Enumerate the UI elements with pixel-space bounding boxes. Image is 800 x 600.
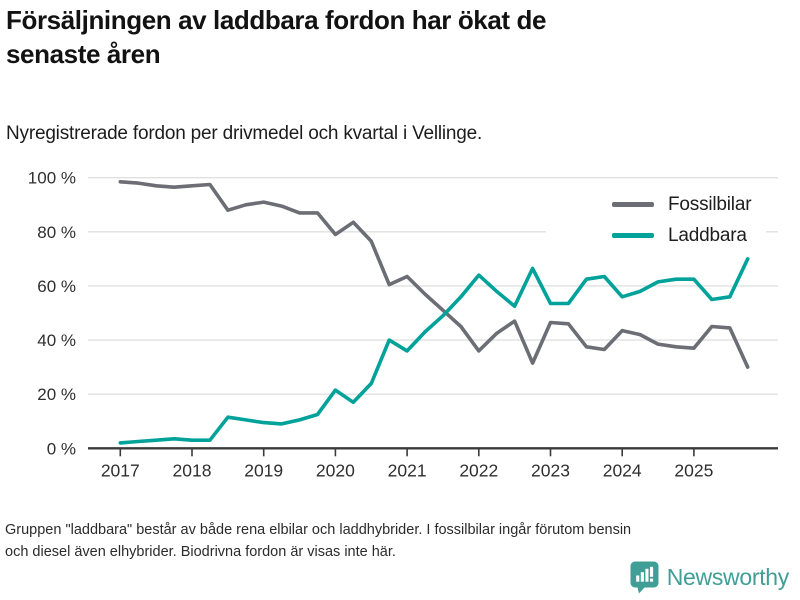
chart-area: 0 % 20 % 40 % 60 % 80 % 100 % 2017 2018 2019 2020… — [0, 160, 800, 490]
y-axis-label: 40 % — [37, 331, 76, 350]
chart-footnote: Gruppen "laddbara" består av både rena e… — [5, 522, 632, 560]
laddbara-line-swatch — [612, 233, 654, 238]
x-axis-label: 2024 — [603, 460, 642, 480]
chart-legend: Fossilbilar Laddbara — [546, 189, 766, 251]
y-axis-label: 80 % — [37, 223, 76, 242]
page-title: Försäljningen av laddbara fordon har öka… — [6, 5, 547, 69]
newsworthy-icon — [630, 561, 659, 594]
y-axis-label: 20 % — [37, 385, 76, 404]
series-line-laddbara — [118, 257, 750, 445]
fossilbilar-line-swatch — [612, 202, 654, 207]
page-subtitle: Nyregistrerade fordon per drivmedel och … — [6, 123, 483, 144]
y-axis-label: 0 % — [47, 439, 76, 458]
newsworthy-wordmark: Newsworthy — [666, 564, 790, 590]
newsworthy-logo: Newsworthy — [630, 561, 789, 594]
legend-item-laddbara: Laddbara — [546, 225, 766, 247]
x-axis-label: 2017 — [101, 460, 140, 480]
x-axis-label: 2019 — [244, 460, 283, 480]
x-axis-label: 2022 — [459, 460, 498, 480]
legend-item-fossilbilar: Fossilbilar — [546, 194, 766, 216]
line-chart: 0 % 20 % 40 % 60 % 80 % 100 % 2017 2018 2019 2020… — [28, 169, 778, 480]
legend-label-fossilbilar: Fossilbilar — [668, 193, 752, 215]
x-axis-label: 2018 — [173, 460, 212, 480]
x-axis-label: 2025 — [674, 460, 713, 480]
x-axis-label: 2023 — [531, 460, 570, 480]
y-axis-label: 100 % — [28, 169, 76, 188]
x-axis-label: 2021 — [388, 460, 427, 480]
series-line-fossilbilar — [118, 179, 750, 369]
y-axis-label: 60 % — [37, 277, 76, 296]
x-axis-label: 2020 — [316, 460, 355, 480]
legend-label-laddbara: Laddbara — [668, 224, 747, 246]
